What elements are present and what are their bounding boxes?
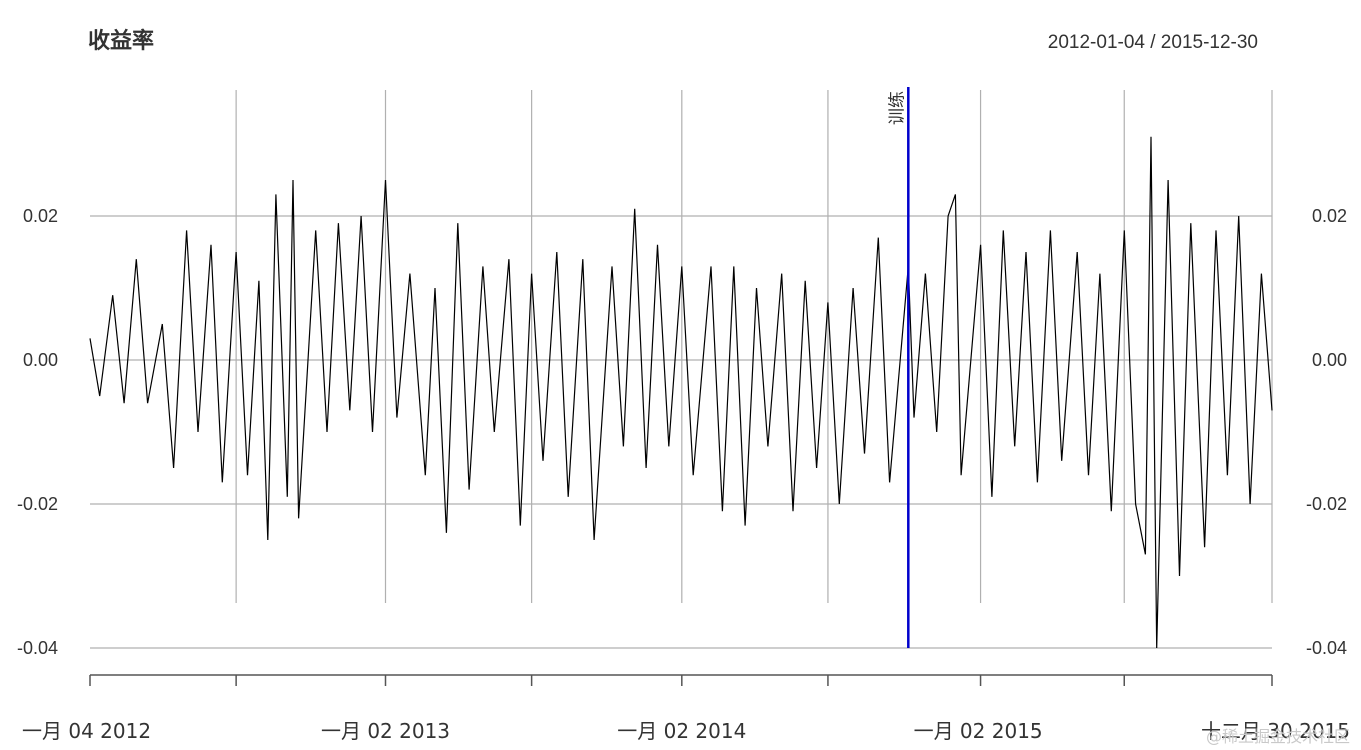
y-tick-right-1: 0.00 xyxy=(1312,350,1347,370)
y-tick-right-0: 0.02 xyxy=(1312,206,1347,226)
series-line-0 xyxy=(89,136,1273,649)
y-tick-right-2: -0.02 xyxy=(1306,494,1347,514)
x-tick-label-3: 一月 02 2015 xyxy=(914,719,1043,743)
chart-title: 收益率 xyxy=(88,28,154,54)
y-tick-left-0: 0.02 xyxy=(23,206,58,226)
event-label: 训练 xyxy=(887,91,907,125)
x-tick-label-0: 一月 04 2012 xyxy=(22,719,151,743)
series-layer xyxy=(89,136,1273,649)
y-tick-right-3: -0.04 xyxy=(1306,638,1347,658)
x-axis: 一月 04 2012 一月 02 2013 一月 02 2014 一月 02 2015… xyxy=(22,674,1350,743)
x-tick-label-4: 十二月 30 2015 xyxy=(1201,719,1350,743)
y-axis-ticks: 0.02 0.02 0.00 0.00 -0.02 -0.02 -0.04 -0.04 xyxy=(17,206,1347,658)
y-tick-left-1: 0.00 xyxy=(23,350,58,370)
y-tick-left-2: -0.02 xyxy=(17,494,58,514)
x-tick-label-1: 一月 02 2013 xyxy=(321,719,450,743)
y-tick-left-3: -0.04 xyxy=(17,638,58,658)
x-tick-label-2: 一月 02 2014 xyxy=(617,719,746,743)
grid-lines xyxy=(90,90,1273,649)
watermark: @稀土掘金技术社区 xyxy=(1206,727,1350,746)
event-marker: 训练 xyxy=(887,87,910,648)
date-range-label: 2012-01-04 / 2015-12-30 xyxy=(1048,32,1258,53)
